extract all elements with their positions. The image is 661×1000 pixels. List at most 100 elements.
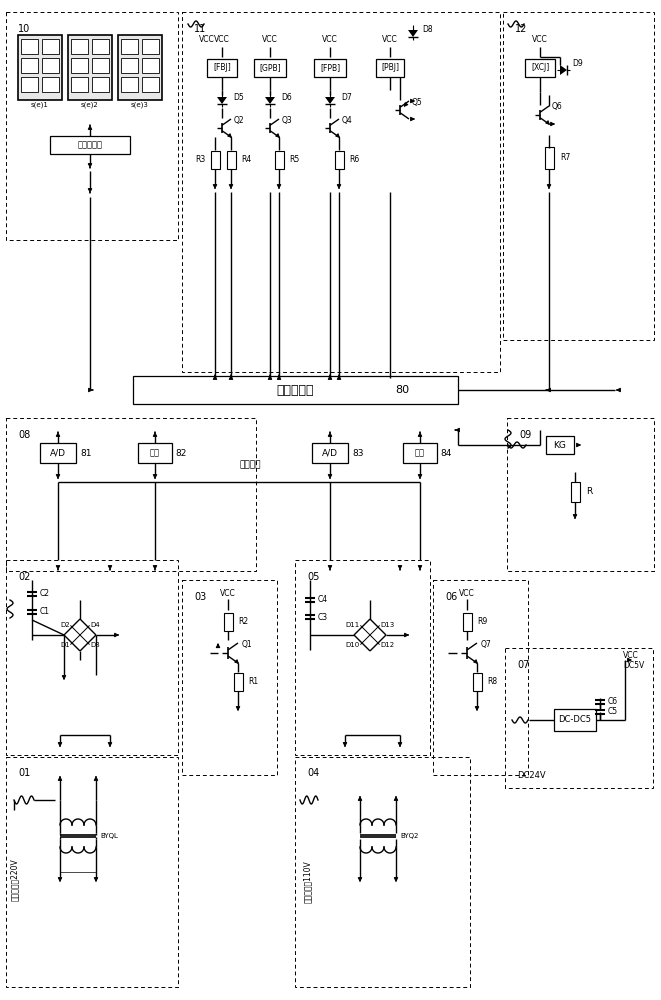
Bar [473,673,481,691]
Text: [XCJ]: [XCJ] [531,64,549,73]
Text: 中断: 中断 [150,448,160,458]
Text: BYQ2: BYQ2 [400,833,418,839]
Text: Q5: Q5 [412,98,423,106]
Text: VCC: VCC [382,35,398,44]
Text: D2: D2 [60,622,70,628]
Bar [6,757,178,987]
Text: 80: 80 [395,385,409,395]
Bar [121,58,138,73]
Text: [FPB]: [FPB] [320,64,340,73]
Bar [21,77,38,92]
Bar [403,443,437,463]
Text: D11: D11 [346,622,360,628]
Bar [71,58,88,73]
Text: D4: D4 [90,622,100,628]
Text: C1: C1 [40,607,50,616]
Text: Q3: Q3 [282,115,293,124]
Bar [545,147,553,169]
Bar [227,151,235,169]
Text: VCC: VCC [220,588,236,597]
Text: R4: R4 [241,155,251,164]
Text: VCC: VCC [532,35,548,44]
Text: 03: 03 [194,592,206,602]
Polygon shape [265,97,275,104]
Text: D12: D12 [380,642,394,648]
Text: R8: R8 [487,678,497,686]
Bar [207,59,237,77]
Bar [182,580,277,775]
Text: D3: D3 [90,642,100,648]
Bar [142,39,159,54]
Text: D8: D8 [422,25,433,34]
Text: VCC: VCC [199,35,215,44]
Text: 81: 81 [80,448,91,458]
Bar [554,709,596,731]
Text: R3: R3 [195,155,205,164]
Text: D13: D13 [380,622,394,628]
Text: C6: C6 [608,698,618,706]
Text: 09: 09 [519,430,531,440]
Text: R5: R5 [289,155,299,164]
Text: BYQL: BYQL [100,833,118,839]
Bar [92,58,109,73]
Bar [254,59,286,77]
Text: Q2: Q2 [234,115,245,124]
Bar [50,136,130,154]
Bar [433,580,528,775]
Text: 中央处理器: 中央处理器 [276,383,314,396]
Bar [223,613,233,631]
Text: 83: 83 [352,448,364,458]
Text: 84: 84 [440,448,451,458]
Text: 局部电源～110V: 局部电源～110V [303,861,311,903]
Text: [FBJ]: [FBJ] [213,64,231,73]
Bar [525,59,555,77]
Bar [121,77,138,92]
Text: R1: R1 [248,678,258,686]
Bar [312,443,348,463]
Text: 微处理器: 微处理器 [239,460,260,470]
Bar [274,151,284,169]
Text: Q1: Q1 [242,641,253,650]
Text: C5: C5 [608,708,618,716]
Text: 05: 05 [307,572,319,582]
Bar [546,436,574,454]
Bar [505,648,653,788]
Text: VCC: VCC [262,35,278,44]
Bar [138,443,172,463]
Text: DC24V: DC24V [517,771,545,780]
Bar [182,12,500,372]
Text: s(e)1: s(e)1 [31,102,49,108]
Bar [92,77,109,92]
Bar [295,757,470,987]
Text: 02: 02 [18,572,30,582]
Text: C4: C4 [318,595,328,604]
Bar [210,151,219,169]
Bar [376,59,404,77]
Text: VCC: VCC [214,35,230,44]
Text: D7: D7 [341,93,352,102]
Text: Q4: Q4 [342,115,353,124]
Bar [42,39,59,54]
Text: 01: 01 [18,768,30,778]
Text: 中断: 中断 [415,448,425,458]
Bar [6,560,178,755]
Text: 轨道电源～220V: 轨道电源～220V [9,859,19,901]
Text: 07: 07 [517,660,529,670]
Text: DC-DC5: DC-DC5 [559,716,592,724]
Bar [503,12,654,340]
Text: VCC: VCC [459,588,475,597]
Text: A/D: A/D [50,448,66,458]
Bar [71,39,88,54]
Bar [295,560,430,755]
Text: 12: 12 [515,24,527,34]
Polygon shape [325,97,335,104]
Text: 08: 08 [18,430,30,440]
Bar [21,58,38,73]
Text: 82: 82 [175,448,186,458]
Text: C2: C2 [40,589,50,598]
Text: 11: 11 [194,24,206,34]
Text: D6: D6 [281,93,292,102]
Bar [132,376,457,404]
Text: D10: D10 [346,642,360,648]
Bar [334,151,344,169]
